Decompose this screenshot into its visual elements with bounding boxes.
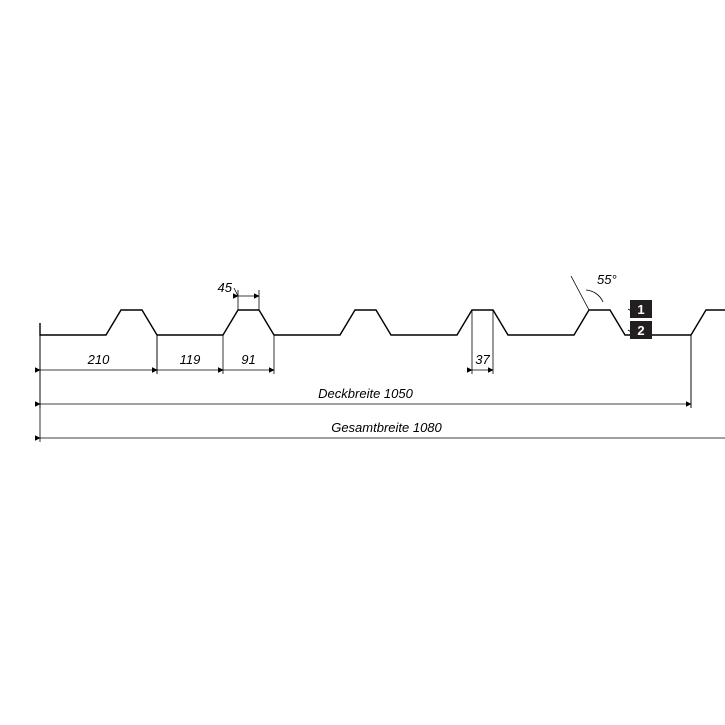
profile-diagram: 21011991374555°35Deckbreite 1050Gesamtbr… xyxy=(0,0,725,725)
dim-angle-55: 55° xyxy=(597,272,617,287)
svg-text:91: 91 xyxy=(241,352,255,367)
svg-text:119: 119 xyxy=(180,352,201,367)
svg-text:Deckbreite 1050: Deckbreite 1050 xyxy=(318,386,413,401)
dim-top-37: 37 xyxy=(472,352,493,370)
trapezoid-profile xyxy=(40,310,725,335)
svg-text:Gesamtbreite 1080: Gesamtbreite 1080 xyxy=(331,420,442,435)
svg-text:210: 210 xyxy=(87,352,110,367)
marker-number-1: 1 xyxy=(637,302,644,317)
svg-text:37: 37 xyxy=(475,352,490,367)
dimensions-group: 21011991374555°35Deckbreite 1050Gesamtbr… xyxy=(40,272,725,442)
dim-bottom-119: 119 xyxy=(157,352,223,370)
marker-number-2: 2 xyxy=(637,323,644,338)
dim-gesamtbreite: Gesamtbreite 1080 xyxy=(40,420,725,438)
dim-inner-45: 45 xyxy=(218,280,233,295)
layer-markers: 1 2 xyxy=(630,300,652,339)
dim-seg-91: 91 xyxy=(223,352,274,370)
dim-deckbreite: Deckbreite 1050 xyxy=(40,386,691,404)
dim-pitch-210: 210 xyxy=(40,352,157,370)
